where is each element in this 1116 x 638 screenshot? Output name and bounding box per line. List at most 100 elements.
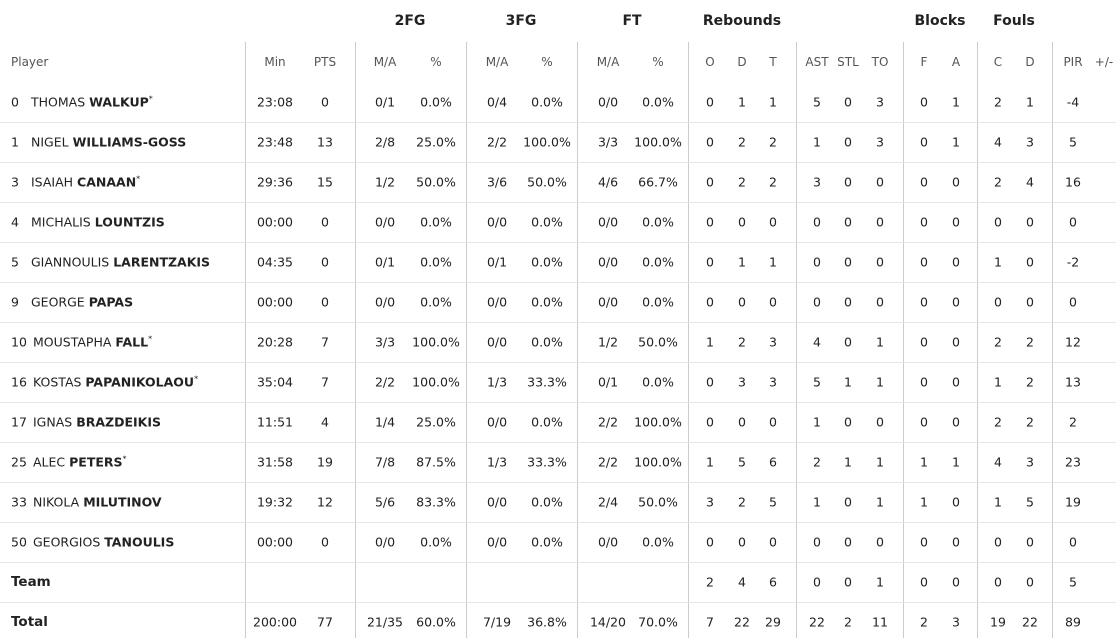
cell: 22 (809, 614, 825, 630)
cell: 2 (1026, 374, 1034, 390)
column-header: STL (837, 55, 859, 69)
player-number: 50 (11, 534, 27, 550)
cell: 100.0% (412, 334, 460, 350)
column-separator (245, 42, 246, 638)
player-name: GIANNOULIS LARENTZAKIS (31, 255, 210, 270)
last-name: PETERS (69, 454, 123, 470)
cell: 0 (920, 334, 928, 350)
cell: 0 (920, 214, 928, 230)
row-separator (0, 122, 1116, 123)
cell: 0.0% (642, 254, 674, 270)
cell: 0 (321, 254, 329, 270)
cell: 1/2 (597, 334, 619, 350)
cell: 89 (1065, 614, 1081, 630)
cell: 0 (769, 214, 777, 230)
cell: 0/0 (374, 214, 396, 230)
cell: 0 (769, 534, 777, 550)
player-name: IGNAS BRAZDEIKIS (33, 415, 161, 430)
player-number: 3 (11, 174, 19, 190)
cell: 0 (844, 414, 852, 430)
player-name: ISAIAH CANAAN* (31, 174, 140, 189)
cell: 0 (1069, 214, 1077, 230)
cell: 2/2 (374, 374, 396, 390)
cell: 1 (844, 374, 852, 390)
last-name: PAPANIKOLAOU (85, 374, 195, 390)
player-number: 0 (11, 94, 19, 110)
cell: 0 (952, 214, 960, 230)
cell: 0 (920, 414, 928, 430)
first-name: MICHALIS (31, 214, 91, 230)
cell: 0 (738, 294, 746, 310)
cell: 1 (813, 494, 821, 510)
cell: 50.0% (638, 494, 678, 510)
column-header: Min (264, 55, 286, 69)
cell: 2/4 (597, 494, 619, 510)
cell: 13 (1065, 374, 1081, 390)
cell: 6 (769, 574, 777, 590)
cell: 33.3% (527, 454, 567, 470)
cell: 0 (1026, 534, 1034, 550)
cell: 5 (813, 94, 821, 110)
cell: 0/0 (597, 214, 619, 230)
cell: 1 (952, 94, 960, 110)
column-header: TO (871, 55, 889, 69)
cell: 66.7% (638, 174, 678, 190)
cell: 0 (769, 294, 777, 310)
cell: 4 (1026, 174, 1034, 190)
row-separator (0, 482, 1116, 483)
cell: 0 (813, 294, 821, 310)
cell: 5 (769, 494, 777, 510)
cell: 100.0% (634, 134, 682, 150)
cell: 100.0% (634, 454, 682, 470)
cell: 04:35 (256, 254, 294, 270)
player-name: GEORGIOS TANOULIS (33, 535, 174, 550)
cell: 7 (706, 614, 714, 630)
cell: 0 (994, 294, 1002, 310)
cell: 0 (813, 574, 821, 590)
group-header: Fouls (993, 13, 1035, 29)
column-header: T (769, 55, 777, 69)
cell: 22 (1022, 614, 1038, 630)
starter-mark: * (136, 174, 141, 184)
cell: 5 (1026, 494, 1034, 510)
cell: 0 (1026, 254, 1034, 270)
cell: 0/4 (486, 94, 508, 110)
cell: 0 (706, 214, 714, 230)
starter-mark: * (194, 374, 199, 384)
cell: 0 (706, 374, 714, 390)
cell: 2 (1026, 334, 1034, 350)
last-name: PAPAS (88, 294, 134, 310)
cell: 5 (1069, 134, 1077, 150)
row-separator (0, 202, 1116, 203)
cell: 1 (876, 374, 884, 390)
cell: 0 (706, 294, 714, 310)
column-header: O (705, 55, 715, 69)
cell: 3/3 (374, 334, 396, 350)
player-name: MOUSTAPHA FALL* (33, 334, 152, 349)
cell: 0 (876, 534, 884, 550)
last-name: LARENTZAKIS (113, 254, 211, 270)
cell: 0/1 (374, 94, 396, 110)
cell: 5 (813, 374, 821, 390)
cell: 0 (920, 574, 928, 590)
column-header: PTS (313, 55, 337, 69)
cell: 3/3 (597, 134, 619, 150)
cell: 0 (952, 174, 960, 190)
cell: 2 (920, 614, 928, 630)
cell: 1 (876, 494, 884, 510)
cell: 0 (321, 294, 329, 310)
column-header: Player (11, 55, 49, 69)
cell: 1 (952, 454, 960, 470)
first-name: GEORGIOS (33, 534, 101, 550)
cell: 1/3 (486, 454, 508, 470)
last-name: TANOULIS (104, 534, 175, 550)
cell: 1 (706, 334, 714, 350)
cell: 1 (876, 334, 884, 350)
row-separator (0, 162, 1116, 163)
cell: 0 (321, 94, 329, 110)
cell: 6 (769, 454, 777, 470)
first-name: ALEC (33, 454, 66, 470)
column-header: +/- (1094, 55, 1114, 69)
cell: 0.0% (642, 374, 674, 390)
